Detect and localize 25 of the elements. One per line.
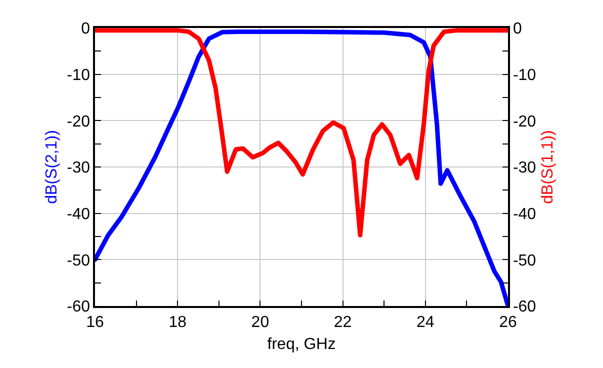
y2-tick-label: 0 — [512, 20, 522, 38]
y-tick-label: -30 — [66, 160, 90, 177]
x-tick-label: 16 — [86, 314, 104, 331]
y2-tick-label: -20 — [512, 113, 536, 130]
y-tick-label: -40 — [66, 206, 90, 223]
y2-axis-title: dB(S(1,1)) — [539, 130, 556, 204]
y2-tick-label: -60 — [512, 298, 536, 316]
x-tick-label: 26 — [499, 314, 517, 331]
y2-tick-label: -10 — [512, 66, 536, 84]
x-tick-label: 18 — [168, 314, 187, 331]
y-tick-label: 0 — [81, 20, 90, 38]
line-series — [95, 28, 508, 238]
line-series — [95, 29, 508, 306]
y-axis-title: dB(S(2,1)) — [43, 130, 60, 204]
y-tick-label: -10 — [66, 66, 90, 84]
y-tick-label: -50 — [66, 252, 90, 270]
y2-tick-label: -50 — [512, 252, 536, 270]
x-tick-label: 22 — [334, 314, 352, 331]
x-tick-label: 20 — [251, 314, 270, 331]
x-tick-label: 24 — [416, 314, 434, 331]
y2-tick-label: -40 — [512, 206, 536, 223]
y-tick-label: -60 — [66, 298, 90, 316]
x-axis-title: freq, GHz — [267, 336, 336, 354]
y-tick-label: -20 — [66, 113, 90, 130]
y2-tick-label: -30 — [512, 160, 536, 177]
